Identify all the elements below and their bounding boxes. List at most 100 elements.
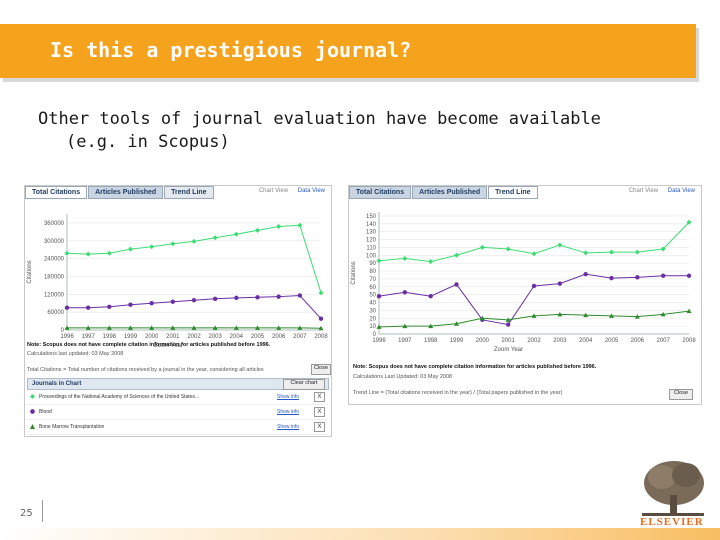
left-tabs: Total Citations Articles Published Trend… <box>25 186 215 199</box>
data-point <box>505 246 511 252</box>
data-point <box>255 295 260 300</box>
data-point <box>233 325 239 330</box>
x-tick-label: 2006 <box>272 334 286 340</box>
data-point <box>376 258 382 264</box>
data-point <box>276 223 282 229</box>
y-tick-label: 100 <box>366 253 377 259</box>
left-updated: Calculations last updated: 03 May 2008 <box>27 351 124 357</box>
data-point <box>557 242 563 248</box>
y-tick-label: 130 <box>366 230 377 236</box>
data-view-link[interactable]: Data View <box>667 188 695 194</box>
data-point <box>149 244 155 250</box>
y-tick-label: 360000 <box>44 221 65 227</box>
x-tick-label: 1996 <box>372 338 386 344</box>
data-point <box>212 235 218 241</box>
y-tick-label: 60000 <box>47 310 64 316</box>
chart-view-link[interactable]: Chart View <box>258 188 289 194</box>
x-tick-label: 2002 <box>187 334 201 340</box>
data-point <box>402 290 408 295</box>
tab-trend-line[interactable]: Trend Line <box>164 186 214 199</box>
data-point <box>479 315 485 321</box>
data-point <box>686 308 692 314</box>
data-point <box>609 275 614 281</box>
data-point <box>85 325 91 330</box>
remove-journal-button[interactable]: X <box>314 407 325 417</box>
data-point <box>557 281 563 286</box>
data-point <box>505 317 511 322</box>
data-point <box>479 244 485 250</box>
x-tick-label: 1999 <box>450 338 464 344</box>
y-tick-label: 50 <box>369 293 376 299</box>
x-tick-label: 1998 <box>424 338 438 344</box>
x-tick-label: 2008 <box>682 338 696 344</box>
data-point <box>64 305 70 310</box>
x-tick-label: 2005 <box>251 334 265 340</box>
remove-journal-button[interactable]: X <box>314 392 325 402</box>
show-info-link[interactable]: Show info <box>277 394 299 400</box>
data-point <box>297 325 303 330</box>
chart-view-link[interactable]: Chart View <box>628 188 659 194</box>
y-tick-label: 90 <box>369 261 376 267</box>
tab-articles-published[interactable]: Articles Published <box>412 186 488 199</box>
data-point <box>297 222 303 228</box>
data-point <box>276 294 281 299</box>
data-point <box>318 316 324 321</box>
data-point <box>64 325 70 330</box>
journal-row: Blood Show info X <box>27 405 329 420</box>
show-info-link[interactable]: Show info <box>277 409 299 415</box>
data-point <box>297 293 303 298</box>
y-tick-label: 0 <box>61 328 65 334</box>
left-close-button[interactable]: Close <box>311 364 331 375</box>
data-point <box>149 325 155 330</box>
clear-chart-button[interactable]: Clear chart <box>283 379 325 390</box>
data-point <box>428 323 434 329</box>
y-tick-label: 180000 <box>44 274 65 280</box>
data-point <box>686 273 692 278</box>
y-tick-label: 150 <box>366 214 377 220</box>
data-point <box>276 325 282 330</box>
tab-total-citations[interactable]: Total Citations <box>25 186 88 199</box>
x-tick-label: 2008 <box>314 334 328 340</box>
y-axis-label: Citations <box>351 261 357 284</box>
y-tick-label: 240000 <box>44 257 65 263</box>
data-point <box>318 325 324 331</box>
data-point <box>635 275 640 280</box>
journals-in-chart-title: Journals in Chart <box>27 378 329 390</box>
x-tick-label: 2007 <box>293 334 307 340</box>
left-view-links: Chart View Data View <box>251 188 325 194</box>
series-line <box>66 224 322 293</box>
data-point <box>212 296 218 301</box>
x-tick-label: 2003 <box>208 334 222 340</box>
body-line-2: (e.g. in Scopus) <box>66 132 230 152</box>
data-point <box>128 302 133 307</box>
data-point <box>170 241 176 247</box>
y-axis-label: Citations <box>27 260 33 283</box>
data-point <box>557 311 563 317</box>
show-info-link[interactable]: Show info <box>277 424 299 430</box>
x-axis-label: Zoom Year <box>494 347 523 353</box>
left-note: Note: Scopus does not have complete cita… <box>27 342 271 348</box>
x-tick-label: 1997 <box>398 338 412 344</box>
journal-row: Bone Marrow Transplantation Show info X <box>27 420 329 435</box>
bottom-gradient-band <box>0 528 720 540</box>
tab-trend-line[interactable]: Trend Line <box>488 186 538 199</box>
right-close-button[interactable]: Close <box>669 389 693 400</box>
tab-articles-published[interactable]: Articles Published <box>88 186 164 199</box>
x-tick-label: 2004 <box>230 334 244 340</box>
data-point <box>531 283 537 289</box>
x-tick-label: 2000 <box>145 334 159 340</box>
y-tick-label: 60 <box>369 285 376 291</box>
data-point <box>64 250 70 256</box>
data-point <box>233 231 239 237</box>
y-tick-label: 110 <box>366 245 376 251</box>
y-tick-label: 10 <box>369 324 376 330</box>
data-point <box>531 313 537 318</box>
data-point <box>583 271 588 277</box>
data-point <box>170 299 176 304</box>
x-tick-label: 1996 <box>60 334 74 340</box>
data-point <box>402 255 408 261</box>
remove-journal-button[interactable]: X <box>314 422 325 432</box>
data-view-link[interactable]: Data View <box>297 188 325 194</box>
tab-total-citations[interactable]: Total Citations <box>349 186 412 199</box>
